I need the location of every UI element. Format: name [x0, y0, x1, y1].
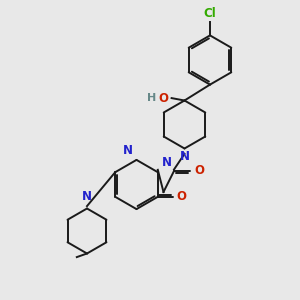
Text: N: N: [82, 190, 92, 203]
Text: O: O: [158, 92, 168, 105]
Text: O: O: [194, 164, 204, 178]
Text: H: H: [147, 93, 157, 103]
Text: N: N: [179, 150, 190, 163]
Text: N: N: [161, 156, 171, 169]
Text: Cl: Cl: [204, 8, 216, 20]
Text: O: O: [177, 190, 187, 203]
Text: N: N: [123, 145, 133, 158]
